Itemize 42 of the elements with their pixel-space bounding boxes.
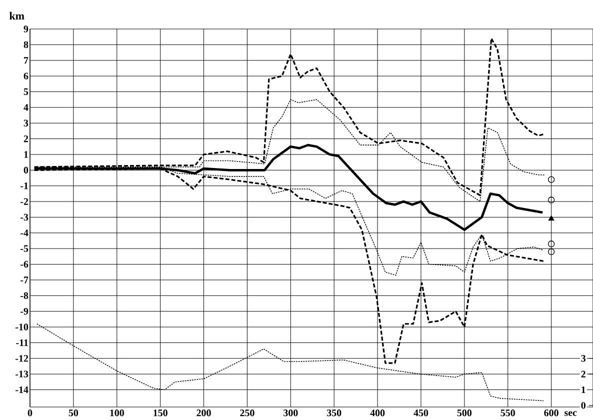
y-tick-label: 2 — [24, 135, 28, 142]
y-tick-label: 9 — [24, 26, 28, 32]
x-tick-label: 400 — [370, 410, 385, 416]
y-tick-label: -1 — [20, 182, 28, 190]
y-tick-label: 1 — [24, 151, 28, 158]
y-tick-label: -6 — [20, 260, 28, 268]
y-tick-label: -12 — [16, 355, 28, 362]
y-tick-label: -9 — [20, 308, 28, 315]
x-tick-label: 600 — [544, 410, 558, 416]
y2-tick-label: 3 — [581, 355, 586, 362]
y-tick-label: -4 — [20, 230, 28, 236]
y-tick-label: -5 — [20, 245, 28, 252]
x-tick-label: 100 — [110, 410, 124, 416]
y-tick-label: 8 — [24, 41, 28, 48]
y2-tick-label: 1 — [582, 386, 586, 394]
y-tick-label: 7 — [24, 57, 28, 64]
y-tick-label: 4 — [24, 104, 28, 111]
x-tick-label: 200 — [196, 410, 211, 416]
x-tick-label: 50 — [68, 410, 78, 416]
y-tick-label: 5 — [24, 88, 28, 96]
y-tick-label: 0 — [24, 166, 28, 174]
x-tick-label: 150 — [154, 410, 168, 416]
y2-tick-label: 0 — [581, 402, 586, 409]
y-tick-label: -3 — [20, 214, 28, 221]
x-tick-label: 500 — [457, 410, 472, 416]
y-tick-label: -13 — [16, 370, 28, 378]
y-tick-label: 6 — [24, 72, 28, 80]
y2-tick-label: 2 — [581, 370, 586, 378]
y-tick-label: -7 — [20, 276, 28, 284]
x-tick-label: 300 — [284, 410, 298, 416]
y-axis-title: km — [10, 12, 24, 20]
x-tick-label: 450 — [414, 410, 428, 416]
x-tick-label: 250 — [240, 410, 254, 416]
y-tick-label: -11 — [16, 339, 28, 346]
y-tick-label: -8 — [20, 292, 28, 299]
x-tick-label: 550 — [500, 410, 515, 416]
x-axis-title: sec — [564, 411, 577, 416]
y-tick-label: -10 — [16, 324, 28, 330]
y-tick-label: -2 — [20, 198, 28, 205]
y-tick-label: 3 — [24, 120, 28, 126]
x-tick-label: 350 — [326, 410, 342, 416]
y-tick-label: -14 — [16, 386, 28, 394]
